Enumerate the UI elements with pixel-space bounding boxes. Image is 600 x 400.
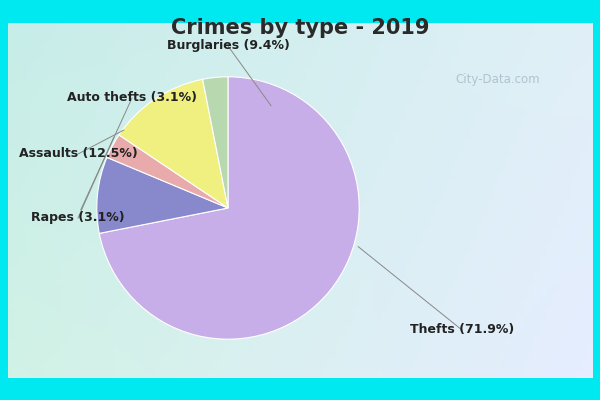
- Text: City-Data.com: City-Data.com: [455, 74, 541, 86]
- Wedge shape: [107, 135, 228, 208]
- Wedge shape: [119, 79, 228, 208]
- Text: Auto thefts (3.1%): Auto thefts (3.1%): [67, 92, 197, 104]
- Wedge shape: [203, 77, 228, 208]
- Text: Crimes by type - 2019: Crimes by type - 2019: [171, 18, 429, 38]
- Text: Assaults (12.5%): Assaults (12.5%): [19, 148, 137, 160]
- Wedge shape: [99, 77, 359, 339]
- Wedge shape: [97, 158, 228, 233]
- Text: Rapes (3.1%): Rapes (3.1%): [31, 212, 125, 224]
- Text: Thefts (71.9%): Thefts (71.9%): [410, 324, 514, 336]
- Text: Burglaries (9.4%): Burglaries (9.4%): [167, 40, 289, 52]
